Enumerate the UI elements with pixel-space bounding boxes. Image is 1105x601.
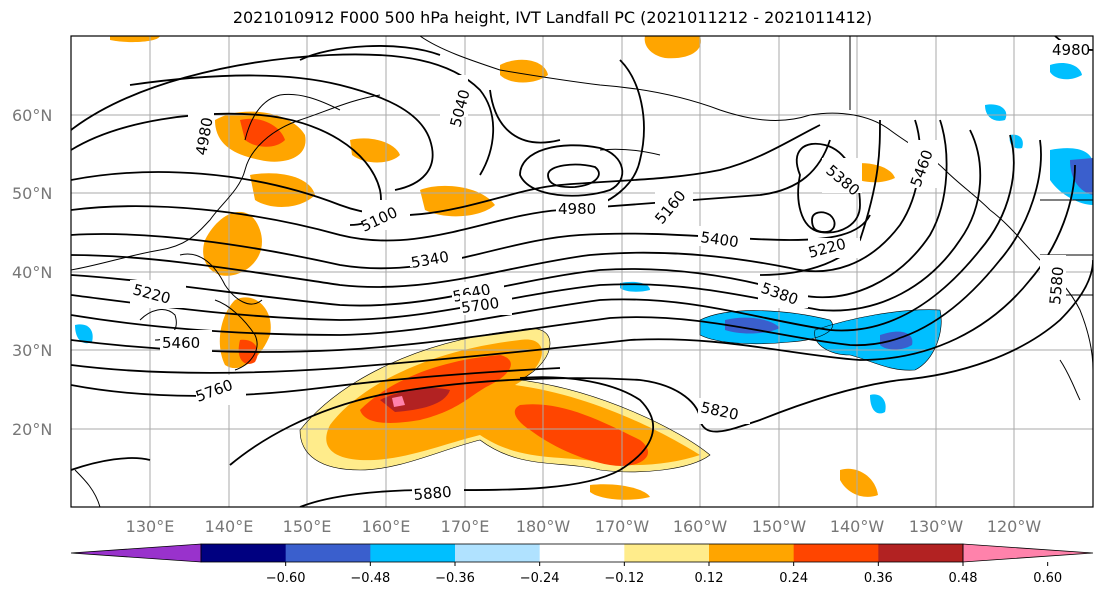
lon-label: 170°E — [441, 517, 490, 536]
lon-label: 160°W — [673, 517, 728, 536]
map-frame — [70, 35, 1094, 508]
colorbar-tick-label: 0.24 — [779, 571, 808, 586]
map-title: 2021010912 F000 500 hPa height, IVT Land… — [232, 8, 873, 27]
colorbar-tick-label: −0.24 — [520, 571, 560, 586]
colorbar-extend-low — [70, 543, 202, 563]
lon-label: 140°W — [830, 517, 885, 536]
colorbar-segment — [709, 544, 795, 562]
colorbar-segment — [878, 544, 964, 562]
colorbar-segment — [201, 544, 287, 562]
lon-label: 140°E — [205, 517, 254, 536]
colorbar-tick-label: −0.48 — [350, 571, 390, 586]
colorbar-segment — [285, 544, 371, 562]
contour-label: 5460 — [162, 334, 200, 352]
colorbar-segment — [539, 544, 625, 562]
lon-label: 150°W — [752, 517, 807, 536]
colorbar-tick-label: −0.60 — [266, 571, 306, 586]
colorbar-frame — [200, 543, 964, 563]
height-contours — [71, 36, 1093, 507]
lon-label: 150°E — [283, 517, 332, 536]
colorbar-tick-label: 0.36 — [864, 571, 893, 586]
lon-label: 130°E — [126, 517, 175, 536]
lat-label: 20°N — [12, 420, 52, 439]
latitude-labels: 60°N 50°N 40°N 30°N 20°N — [12, 106, 52, 439]
contour-label: 5400 — [699, 228, 739, 251]
lon-label: 120°W — [987, 517, 1042, 536]
contour-label: 4980 — [1052, 41, 1090, 59]
contour-label: 4980 — [558, 200, 596, 218]
lat-label: 30°N — [12, 341, 52, 360]
colorbar-tick-label: 0.12 — [695, 571, 724, 586]
colorbar-segment — [624, 544, 710, 562]
lon-label: 130°W — [909, 517, 964, 536]
lat-label: 40°N — [12, 263, 52, 282]
colorbar-tick-label: 0.48 — [949, 571, 978, 586]
contour-label: 5880 — [413, 483, 453, 504]
colorbar-tick-label: −0.12 — [604, 571, 644, 586]
lat-label: 60°N — [12, 106, 52, 125]
lat-label: 50°N — [12, 184, 52, 203]
ivt-outlines — [299, 309, 942, 473]
lon-label: 170°W — [595, 517, 650, 536]
colorbar-segment — [793, 544, 879, 562]
colorbar — [70, 543, 1094, 563]
contour-label: 5580 — [1046, 266, 1067, 306]
colorbar-ticks: −0.60 −0.48 −0.36 −0.24 −0.12 0.12 0.24 0.36 0.4… — [266, 562, 1062, 586]
colorbar-segment — [370, 544, 456, 562]
colorbar-segment — [455, 544, 541, 562]
contour-label: 5700 — [460, 294, 500, 317]
colorbar-tick-label: 0.60 — [1033, 571, 1062, 586]
colorbar-tick-label: −0.36 — [435, 571, 475, 586]
colorbar-extend-high — [962, 543, 1094, 563]
lon-label: 180°W — [516, 517, 571, 536]
lon-label: 160°E — [362, 517, 411, 536]
map-gridlines — [71, 36, 1093, 507]
longitude-labels: 130°E 140°E 150°E 160°E 170°E 180°W 170°… — [126, 517, 1042, 536]
